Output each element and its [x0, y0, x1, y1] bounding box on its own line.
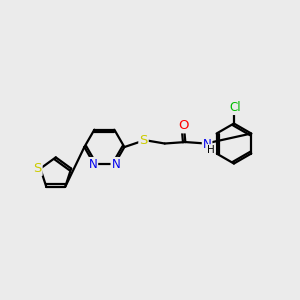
Text: N: N [112, 158, 120, 171]
Text: N: N [203, 138, 212, 151]
Text: H: H [207, 145, 215, 155]
Text: O: O [178, 119, 189, 132]
Text: Cl: Cl [230, 101, 241, 114]
Text: S: S [139, 134, 148, 147]
Text: N: N [88, 158, 97, 171]
Text: S: S [33, 162, 42, 175]
